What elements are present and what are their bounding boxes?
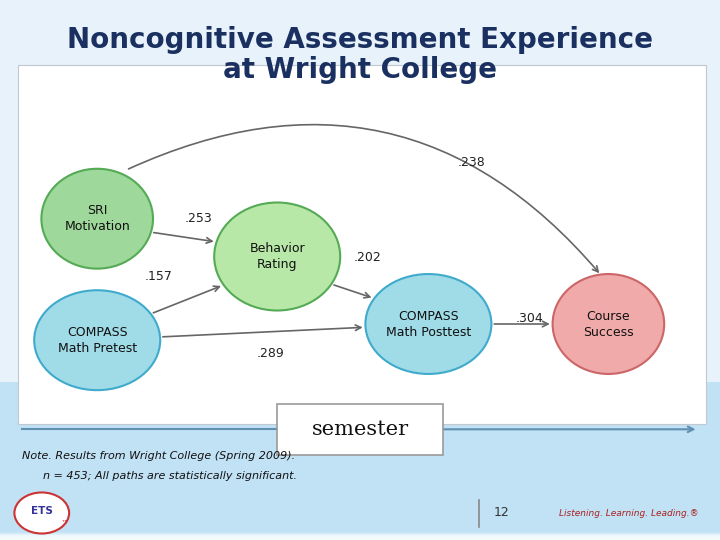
Bar [0, 519, 720, 536]
FancyBboxPatch shape [277, 404, 443, 455]
Text: Noncognitive Assessment Experience: Noncognitive Assessment Experience [67, 26, 653, 55]
Bar [0, 418, 720, 533]
Text: n = 453; All paths are statistically significant.: n = 453; All paths are statistically sig… [22, 471, 297, 481]
Bar [0, 443, 720, 534]
Text: Listening. Learning. Leading.®: Listening. Learning. Leading.® [559, 509, 698, 517]
Bar [0, 471, 720, 534]
Text: COMPASS
Math Posttest: COMPASS Math Posttest [386, 309, 471, 339]
Bar [0, 431, 720, 533]
Text: at Wright College: at Wright College [223, 56, 497, 84]
Bar [0, 394, 720, 532]
Bar [0, 487, 720, 535]
Text: .157: .157 [145, 270, 172, 283]
Text: .202: .202 [354, 251, 381, 264]
Text: .253: .253 [184, 212, 212, 225]
Bar [0, 467, 720, 534]
Bar [0, 500, 720, 535]
Bar [0, 483, 720, 535]
Ellipse shape [35, 291, 160, 390]
Bar [0, 451, 720, 534]
Bar [0, 516, 720, 535]
Bar [0, 410, 720, 532]
Text: Course
Success: Course Success [583, 309, 634, 339]
Bar [0, 491, 720, 535]
Bar [0, 382, 720, 532]
Bar [0, 536, 720, 540]
Bar [0, 503, 720, 535]
Text: 12: 12 [493, 507, 509, 519]
Bar [0, 528, 720, 536]
Bar [0, 438, 720, 534]
Text: COMPASS
Math Pretest: COMPASS Math Pretest [58, 326, 137, 355]
Bar [0, 0, 720, 378]
Ellipse shape [215, 202, 340, 310]
Circle shape [14, 492, 69, 534]
Bar [0, 512, 720, 535]
Bar [0, 390, 720, 532]
Bar [0, 459, 720, 534]
Text: ™: ™ [60, 519, 69, 528]
FancyArrowPatch shape [129, 125, 598, 272]
Ellipse shape [553, 274, 664, 374]
Bar [0, 427, 720, 533]
Bar [0, 480, 720, 535]
Bar [0, 399, 720, 532]
Text: .289: .289 [256, 347, 284, 360]
Bar [0, 496, 720, 535]
Bar [0, 463, 720, 534]
Bar [0, 532, 720, 536]
Text: .238: .238 [458, 156, 485, 168]
Bar [0, 435, 720, 534]
Text: semester: semester [312, 420, 408, 439]
Bar [0, 415, 720, 533]
Bar [0, 508, 720, 535]
Bar [0, 386, 720, 532]
Bar [0, 402, 720, 532]
Text: .304: .304 [516, 312, 543, 325]
Text: ETS: ETS [31, 507, 53, 516]
Bar [0, 475, 720, 535]
Text: Behavior
Rating: Behavior Rating [249, 242, 305, 271]
Bar [0, 422, 720, 533]
Ellipse shape [42, 168, 153, 268]
Bar [0, 407, 720, 532]
Bar [0, 524, 720, 536]
Text: SRI
Motivation: SRI Motivation [64, 204, 130, 233]
Ellipse shape [365, 274, 491, 374]
Bar [0, 447, 720, 534]
Bar [18, 65, 706, 424]
Bar [0, 455, 720, 534]
Text: Note. Results from Wright College (Spring 2009).: Note. Results from Wright College (Sprin… [22, 451, 294, 461]
